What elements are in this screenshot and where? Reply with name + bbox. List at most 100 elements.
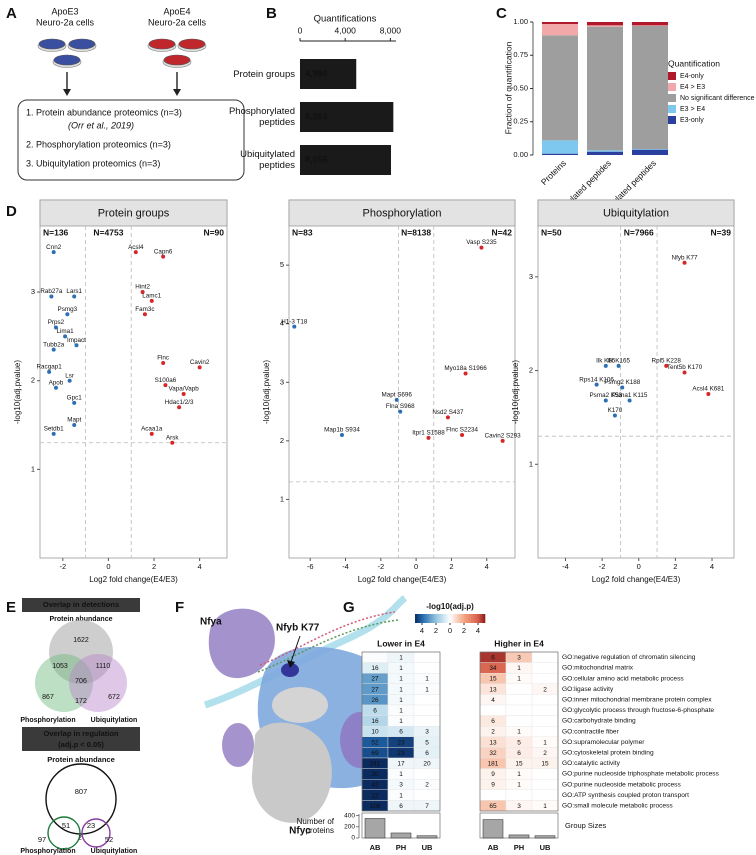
point-label: Rpl5 K228 <box>652 358 682 365</box>
bar-segment <box>632 22 668 26</box>
cell-count: 181 <box>488 761 499 768</box>
data-point <box>664 363 669 368</box>
heatmap-cell <box>413 789 441 801</box>
step-citation: (Orr et al., 2019) <box>68 120 134 130</box>
cell-line-label: Neuro-2a cells <box>36 17 95 27</box>
category-label-box: Ubiquitylated peptides <box>240 149 295 171</box>
bar-segment <box>587 151 623 155</box>
set-label: Phosphorylation <box>20 717 75 724</box>
row-label: GO:small molecule metabolic process <box>562 802 673 809</box>
legend-label: E4 > E3 <box>680 84 705 91</box>
x-axis-label: Log2 fold change(E4/E3) <box>89 575 178 584</box>
y-axis-label: -log10(adj.pvalue) <box>262 360 271 424</box>
set-label: Phosphorylation <box>20 848 75 855</box>
point-label: K170 <box>608 407 623 414</box>
plot-frame <box>39 199 228 559</box>
cell-count: 5 <box>517 739 521 746</box>
dna-strand <box>203 595 408 709</box>
colorbar-tick-label: 4 <box>420 626 424 635</box>
colorbar-tick-label: 2 <box>462 626 466 635</box>
y-tick-label: 0.25 <box>513 117 528 126</box>
count-down: N=50 <box>541 227 562 237</box>
cell-count: 13 <box>489 739 497 746</box>
colorbar-step <box>458 614 461 623</box>
colorbar-step <box>474 614 477 623</box>
colorbar-step <box>441 614 444 623</box>
data-point <box>620 385 625 390</box>
y-tick-label: 0.00 <box>513 150 528 159</box>
point-label: Setdb1 <box>44 426 64 433</box>
group-label: Lower in E4 <box>377 638 425 648</box>
bar-segment <box>542 35 578 141</box>
cell-count: 34 <box>489 665 497 672</box>
cell-count: 16 <box>371 665 379 672</box>
group-size-bar <box>534 835 556 839</box>
cell-count: 7 <box>425 803 429 810</box>
data-point <box>603 363 608 368</box>
data-point <box>627 398 632 403</box>
data-point <box>47 369 52 374</box>
y-axis-label: -log10(adj.pvalue) <box>13 360 22 424</box>
count-up: N=39 <box>710 227 731 237</box>
colorbar-step <box>443 614 446 623</box>
cell-count: 32 <box>489 750 497 757</box>
point-label: Gpc1 <box>67 395 83 402</box>
cell-count: 12 <box>371 792 379 799</box>
venn-header <box>22 598 140 612</box>
panel-label: A <box>6 5 17 22</box>
cell-count: 1 <box>399 665 403 672</box>
colorbar-step <box>446 614 449 623</box>
bar-segment <box>587 26 623 151</box>
point-label: Hint2 <box>135 284 150 291</box>
column-label: AB <box>488 843 499 852</box>
cell-count: 20 <box>371 771 379 778</box>
x-tick-label: 0 <box>414 562 418 571</box>
heatmap-cell <box>531 651 559 663</box>
data-point <box>161 254 166 259</box>
venn-count: 97 <box>38 835 46 844</box>
data-point <box>603 398 608 403</box>
point-label: Itpr1 S1588 <box>412 430 445 437</box>
x-tick-label: 4 <box>485 562 489 571</box>
x-tick-label: 0 <box>106 562 110 571</box>
colorbar-title: -log10(adj.p) <box>426 602 474 611</box>
data-point <box>161 360 166 365</box>
heatmap-cell <box>361 651 389 663</box>
heatmap-cell <box>413 694 441 706</box>
cell-count: 3 <box>399 782 403 789</box>
point-label: Tent5b K170 <box>667 364 703 371</box>
colorbar-step <box>422 614 425 623</box>
cell-count: 1 <box>543 739 547 746</box>
cell-count: 52 <box>371 739 379 746</box>
cell-count: 23 <box>397 739 405 746</box>
heatmap-outline <box>479 651 559 812</box>
set-label: Ubiquitylation <box>91 848 138 855</box>
panel-label: C <box>496 5 507 22</box>
cell-count: 2 <box>543 750 547 757</box>
set-label: Protein abundance <box>47 755 115 764</box>
point-label: Flnc S2234 <box>446 427 478 434</box>
point-label: Capn6 <box>154 248 173 255</box>
panel-label: B <box>266 5 277 22</box>
data-point <box>142 312 147 317</box>
panel-label: E <box>6 599 16 616</box>
group-size-bar <box>482 819 504 839</box>
data-point <box>72 400 77 405</box>
colorbar-step <box>453 614 456 623</box>
y-tick-label: 200 <box>344 824 355 831</box>
point-label: Cnn2 <box>46 244 62 251</box>
cell-count: 1 <box>543 803 547 810</box>
column-label: UB <box>540 843 551 852</box>
steps-box <box>17 99 245 181</box>
colorbar-step <box>471 614 474 623</box>
data-point <box>51 250 56 255</box>
point-label: Psmg2 K188 <box>604 379 641 386</box>
colorbar-step <box>430 614 433 623</box>
y-axis-label: -log10(adj.pvalue) <box>511 360 520 424</box>
data-point <box>398 409 403 414</box>
colorbar-step <box>483 614 486 623</box>
plot-header <box>288 199 516 227</box>
colorbar-step <box>467 614 470 623</box>
venn-count: 23 <box>87 821 95 830</box>
